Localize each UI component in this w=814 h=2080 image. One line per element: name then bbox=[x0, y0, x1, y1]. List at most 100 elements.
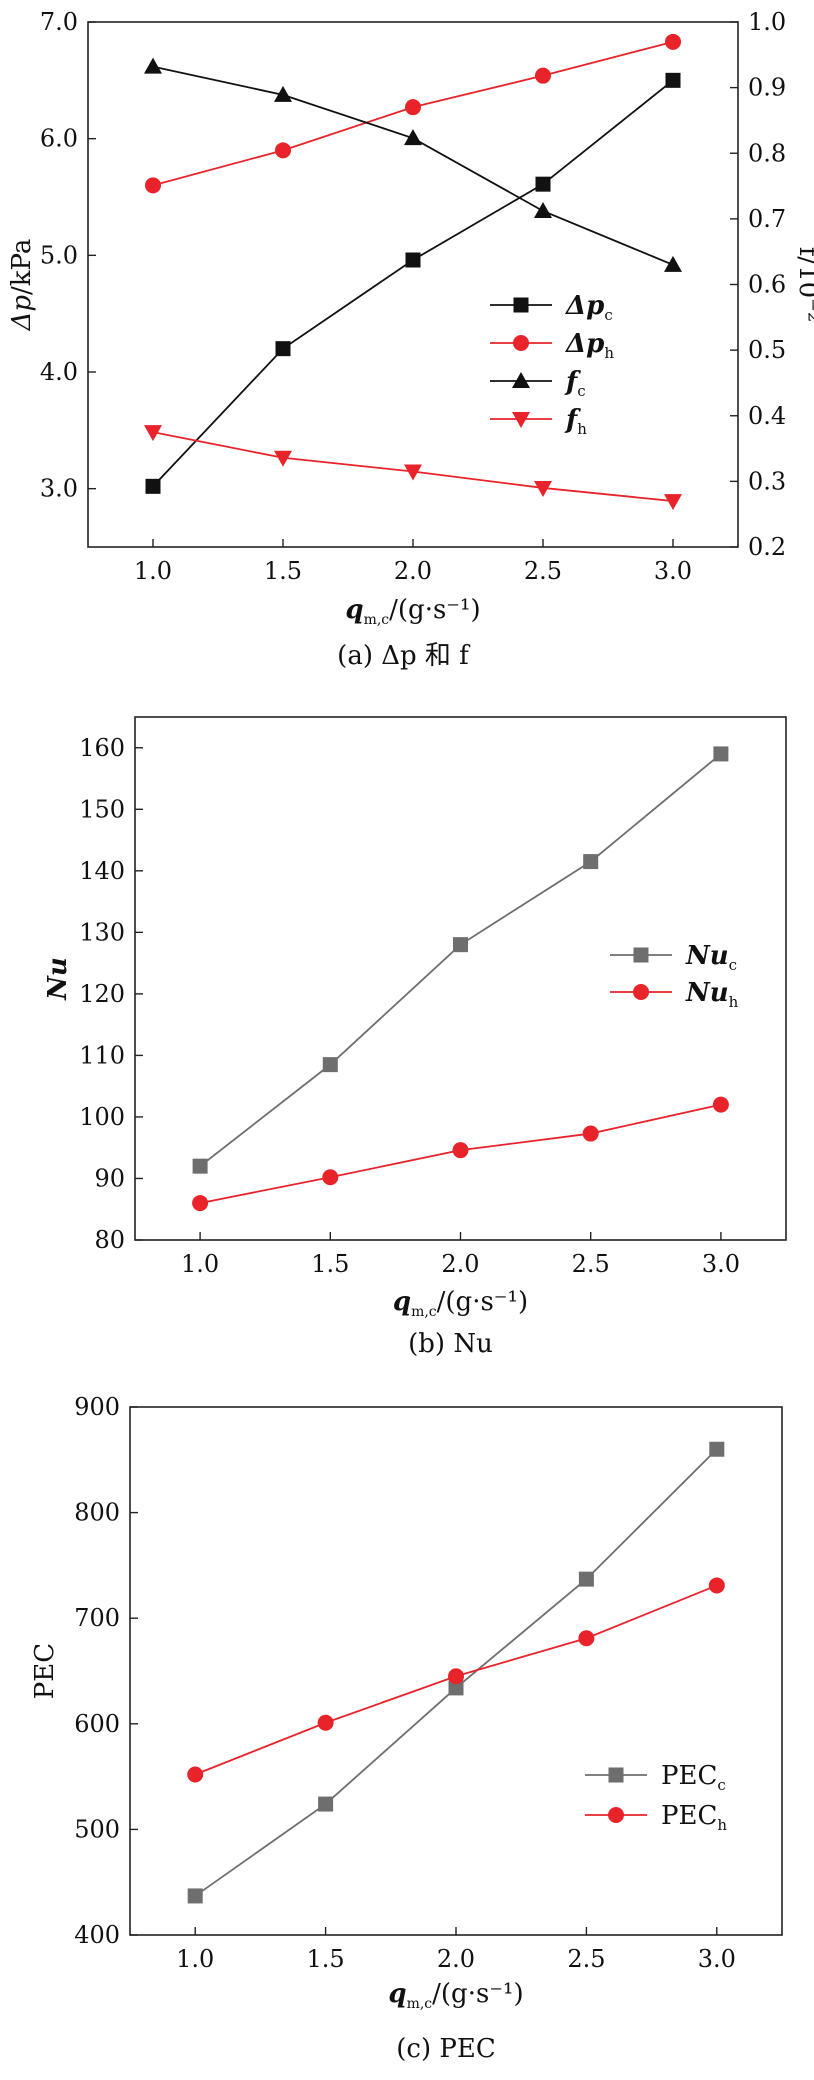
data-point-f_c bbox=[404, 129, 422, 146]
y2-tick-label: 0.9 bbox=[748, 74, 786, 102]
panel-caption: (c) PEC bbox=[396, 2034, 495, 2064]
data-point-f_c bbox=[274, 85, 292, 102]
legend-marker bbox=[513, 335, 529, 351]
y2-tick-label: 0.2 bbox=[748, 533, 786, 561]
x-tick-label: 3.0 bbox=[698, 1945, 736, 1973]
y-tick-label: 100 bbox=[79, 1103, 125, 1131]
x-axis-label: qm,c/(g·s⁻¹) bbox=[393, 1287, 528, 1320]
data-point-f_c bbox=[534, 202, 552, 218]
y-tick-label: 90 bbox=[94, 1164, 125, 1192]
x-tick-label: 1.0 bbox=[176, 1945, 214, 1973]
data-point-f_c bbox=[144, 57, 162, 74]
data-point-Nu_h bbox=[322, 1169, 339, 1186]
y-axis-label: Nu bbox=[43, 957, 73, 1001]
y-tick-label: 150 bbox=[79, 795, 125, 823]
legend-marker bbox=[608, 1807, 624, 1823]
x-tick-label: 2.5 bbox=[567, 1945, 605, 1973]
x-tick-label: 2.0 bbox=[441, 1250, 479, 1278]
x-tick-label: 2.5 bbox=[524, 557, 562, 585]
data-point-PEC_c bbox=[709, 1441, 725, 1457]
data-point-f_c bbox=[664, 255, 682, 272]
legend-label: fh bbox=[564, 405, 587, 438]
chart-panel-2: 1.0 1.5 2.0 2.5 3.0 80 90 100 110 120 130 140 150 160… bbox=[43, 716, 787, 1359]
data-point-Nu_h bbox=[712, 1096, 729, 1113]
legend-marker bbox=[512, 372, 530, 388]
legend-marker bbox=[513, 297, 529, 313]
legend-label: PECc bbox=[661, 1761, 726, 1794]
data-point-PEC_h bbox=[317, 1714, 334, 1731]
data-point-f_h bbox=[404, 464, 422, 481]
data-point-f_h bbox=[534, 480, 552, 497]
data-point-Nu_c bbox=[713, 746, 729, 762]
data-point-PEC_c bbox=[187, 1888, 203, 1904]
series-line-f_c bbox=[152, 65, 674, 266]
data-point-f_h bbox=[274, 450, 292, 467]
x-tick-label: 1.5 bbox=[307, 1945, 345, 1973]
data-point-Δp_c bbox=[535, 176, 551, 192]
y-tick-label: 120 bbox=[79, 980, 125, 1008]
y2-tick-label: 0.7 bbox=[748, 205, 786, 233]
y-tick-label: 900 bbox=[74, 1393, 120, 1421]
chart-panel-1: 1.0 1.5 2.0 2.5 3.0 3.0 4.0 5.0 6.0 7.0 0.2 0.3 0.4 0… bbox=[7, 8, 814, 671]
x-tick-label: 2.5 bbox=[572, 1250, 610, 1278]
y-tick-label: 4.0 bbox=[40, 358, 78, 386]
y-tick-label: 140 bbox=[79, 857, 125, 885]
y-tick-label: 80 bbox=[94, 1226, 125, 1254]
y-tick-label: 800 bbox=[74, 1499, 120, 1527]
data-point-PEC_h bbox=[578, 1630, 595, 1647]
y-tick-label: 700 bbox=[74, 1604, 120, 1632]
data-point-Δp_h bbox=[405, 99, 421, 116]
x-tick-label: 3.0 bbox=[654, 557, 692, 585]
data-point-PEC_h bbox=[708, 1577, 725, 1594]
data-point-Δp_c bbox=[405, 252, 421, 268]
legend-marker bbox=[512, 412, 530, 428]
y2-tick-label: 0.5 bbox=[748, 336, 786, 364]
y2-tick-label: 0.8 bbox=[748, 139, 786, 167]
data-point-f_h bbox=[664, 494, 682, 511]
y-tick-label: 110 bbox=[79, 1041, 125, 1069]
data-point-Nu_c bbox=[322, 1057, 338, 1073]
x-axis-label: qm,c/(g·s⁻¹) bbox=[345, 595, 480, 628]
data-point-Δp_h bbox=[535, 67, 551, 84]
y-tick-label: 600 bbox=[74, 1710, 120, 1738]
data-point-Δp_c bbox=[275, 341, 291, 357]
y-tick-label: 400 bbox=[74, 1921, 120, 1949]
y-tick-label: 7.0 bbox=[40, 8, 78, 36]
x-axis-label: qm,c/(g·s⁻¹) bbox=[388, 1979, 523, 2012]
data-point-Δp_h bbox=[275, 142, 291, 159]
legend-label: Δph bbox=[564, 329, 614, 362]
y2-tick-label: 0.6 bbox=[748, 271, 786, 299]
panel-caption: (a) Δp 和 f bbox=[337, 641, 471, 671]
legend-label: Nuh bbox=[685, 978, 739, 1011]
x-tick-label: 2.0 bbox=[394, 557, 432, 585]
legend-label: PECh bbox=[661, 1801, 727, 1834]
data-point-Nu_h bbox=[452, 1142, 469, 1159]
data-point-PEC_c bbox=[448, 1680, 464, 1696]
y-tick-label: 5.0 bbox=[40, 241, 78, 269]
x-tick-label: 1.5 bbox=[311, 1250, 349, 1278]
y2-tick-label: 1.0 bbox=[748, 8, 786, 36]
x-tick-label: 2.0 bbox=[437, 1945, 475, 1973]
legend-label: Δpc bbox=[564, 291, 613, 324]
legend-marker bbox=[608, 1767, 624, 1783]
data-point-Δp_c bbox=[665, 72, 681, 88]
data-point-Nu_c bbox=[453, 937, 468, 953]
data-point-PEC_c bbox=[318, 1796, 334, 1812]
data-point-f_h bbox=[144, 425, 162, 442]
legend-label: fc bbox=[564, 367, 586, 400]
y-tick-label: 6.0 bbox=[40, 125, 78, 153]
x-tick-label: 3.0 bbox=[702, 1250, 740, 1278]
x-tick-label: 1.0 bbox=[134, 557, 172, 585]
legend-label: Nuc bbox=[685, 941, 737, 974]
y-tick-label: 160 bbox=[79, 734, 125, 762]
legend-marker bbox=[633, 947, 649, 963]
data-point-Nu_h bbox=[192, 1195, 209, 1212]
y-tick-label: 500 bbox=[74, 1815, 120, 1843]
data-point-Nu_h bbox=[582, 1125, 599, 1142]
y-axis-label: Δp/kPa bbox=[7, 239, 37, 332]
y2-tick-label: 0.4 bbox=[748, 402, 786, 430]
panel-caption: (b) Nu bbox=[408, 1329, 493, 1359]
x-tick-label: 1.5 bbox=[264, 557, 302, 585]
chart-panel-3: 1.0 1.5 2.0 2.5 3.0 400 500 600 700 800 900 qm,c/(g… bbox=[30, 1393, 783, 2064]
data-point-Δp_h bbox=[145, 177, 161, 194]
